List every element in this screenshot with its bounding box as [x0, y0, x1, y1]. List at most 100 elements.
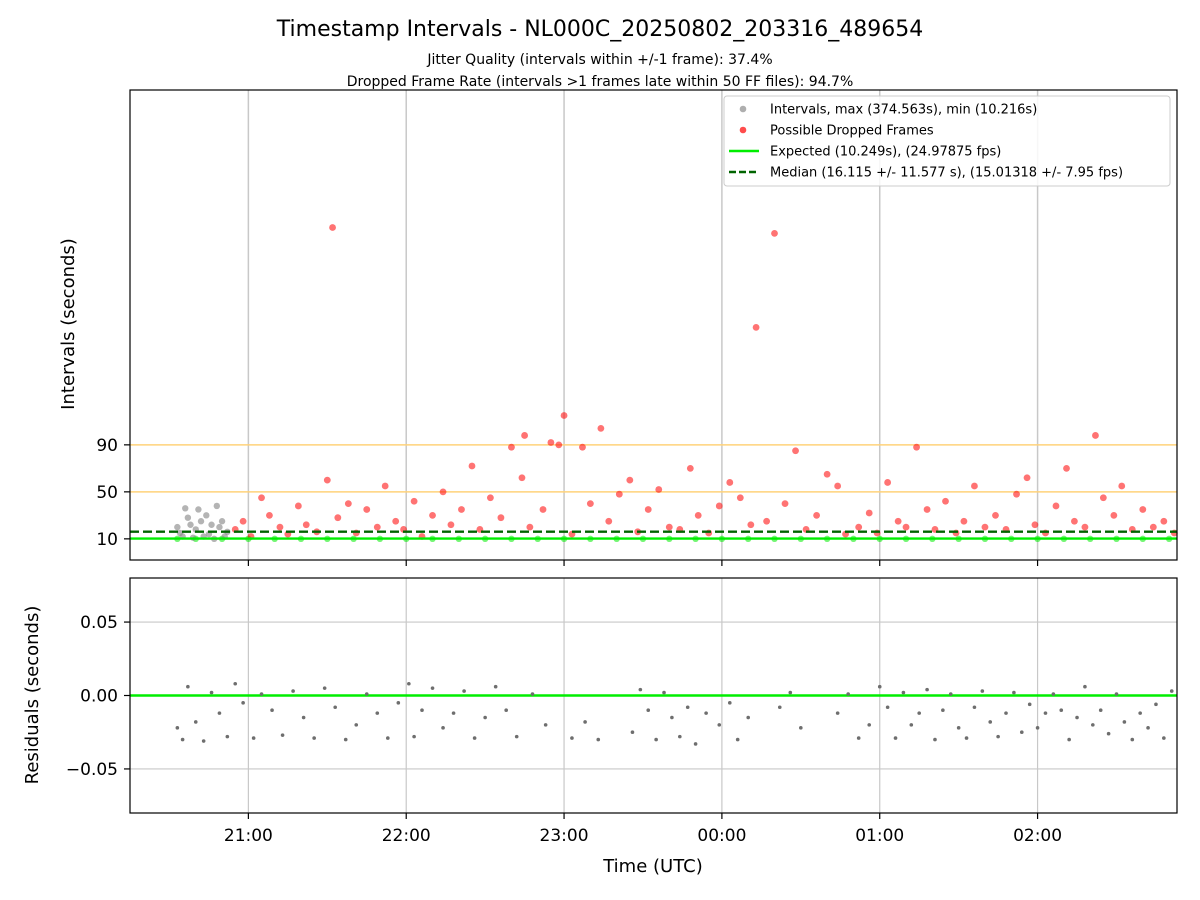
dropped-frame-point — [294, 502, 302, 510]
dropped-frame-point — [1013, 490, 1020, 498]
dropped-frame-point — [266, 511, 273, 519]
dropped-frame-point — [547, 439, 555, 446]
residual-point — [933, 737, 937, 742]
residual-point — [678, 734, 682, 739]
dropped-frame-point — [1160, 517, 1168, 525]
residual-point — [530, 692, 535, 696]
interval-point — [197, 518, 205, 525]
dropped-frame-point — [373, 523, 381, 531]
dropped-frame-point — [276, 523, 284, 531]
dropped-frame-point — [694, 511, 702, 519]
dropped-frame-point — [1052, 502, 1060, 510]
residual-point — [175, 726, 180, 730]
residual-point — [504, 708, 508, 712]
residual-point — [1162, 736, 1166, 740]
dropped-frame-point — [1118, 482, 1126, 490]
residual-point — [280, 733, 285, 737]
residual-point — [867, 723, 872, 727]
residual-point — [788, 690, 793, 695]
residual-point — [1004, 711, 1008, 715]
residual-point — [462, 689, 466, 693]
dropped-frame-point — [302, 521, 310, 529]
dropped-frame-point — [763, 517, 771, 525]
residual-point — [964, 736, 969, 740]
dropped-frame-point — [894, 517, 902, 525]
dropped-frame-point — [813, 511, 821, 519]
residual-point — [583, 720, 587, 724]
dropped-frame-point — [579, 443, 586, 451]
residual-point — [1012, 690, 1016, 695]
residual-point — [917, 711, 921, 715]
residuals-x-tick-label: 21:00 — [224, 826, 273, 846]
intervals-y-tick-label: 50 — [96, 483, 118, 503]
residual-point — [1169, 689, 1174, 693]
dropped-frame-point — [902, 523, 910, 531]
residual-point — [638, 687, 643, 692]
residual-point — [980, 689, 985, 693]
residual-point — [322, 686, 327, 690]
residual-point — [420, 708, 424, 712]
residual-point — [925, 687, 929, 692]
dropped-frame-point — [644, 506, 652, 513]
residual-point — [472, 736, 477, 740]
legend-label: Expected (10.249s), (24.97875 fps) — [770, 145, 1001, 160]
dropped-frame-point — [665, 523, 673, 531]
residual-point — [846, 692, 850, 696]
chart-subtitle-1: Jitter Quality (intervals within +/-1 fr… — [426, 52, 772, 68]
residual-point — [901, 690, 906, 695]
dropped-frame-point — [747, 521, 755, 529]
dropped-frame-point — [771, 229, 778, 237]
dropped-frame-point — [508, 443, 515, 451]
residual-point — [717, 723, 722, 727]
residual-point — [835, 711, 840, 715]
dropped-frame-point — [555, 441, 563, 449]
residual-point — [333, 705, 337, 710]
residual-point — [354, 723, 359, 727]
residual-point — [180, 737, 185, 742]
dropped-frame-point — [586, 500, 594, 507]
residual-point — [1106, 731, 1111, 736]
residual-point — [1043, 711, 1048, 715]
legend-label: Intervals, max (374.563s), min (10.216s) — [770, 103, 1037, 118]
residual-point — [493, 684, 498, 689]
residual-point — [1067, 737, 1071, 742]
residual-point — [1122, 720, 1127, 724]
residual-point — [1098, 708, 1103, 712]
residual-point — [412, 734, 416, 739]
dropped-frame-point — [923, 506, 931, 513]
residual-point — [948, 692, 953, 696]
dropped-frame-point — [410, 497, 418, 505]
dropped-frame-point — [792, 447, 799, 455]
residual-point — [735, 737, 740, 742]
dropped-frame-point — [615, 490, 623, 498]
dropped-frame-point — [855, 523, 863, 531]
residual-point — [1027, 702, 1032, 707]
dropped-frame-point — [1063, 464, 1070, 472]
dropped-frame-point — [429, 511, 436, 519]
residual-point — [407, 681, 411, 686]
dropped-frame-point — [1099, 494, 1107, 502]
residual-point — [1035, 726, 1040, 730]
dropped-frame-point — [1110, 511, 1118, 519]
residuals-y-tick-label: −0.05 — [66, 760, 118, 780]
dropped-frame-point — [726, 479, 734, 486]
dropped-frame-point — [942, 497, 949, 505]
residual-point — [956, 726, 961, 730]
dropped-frame-point — [736, 494, 744, 502]
legend-label: Possible Dropped Frames — [770, 124, 934, 139]
dropped-frame-point — [781, 500, 789, 507]
dropped-frame-point — [981, 523, 989, 531]
residual-point — [301, 715, 306, 720]
residual-point — [386, 736, 390, 740]
residual-point — [996, 734, 1000, 739]
chart-title: Timestamp Intervals - NL000C_20250802_20… — [276, 17, 923, 42]
residual-point — [670, 715, 674, 720]
dropped-frame-point — [258, 494, 265, 502]
residual-point — [1083, 684, 1087, 689]
residual-point — [1075, 715, 1079, 720]
interval-point — [203, 512, 210, 519]
residuals-x-tick-label: 02:00 — [1013, 826, 1062, 846]
interval-point — [174, 523, 181, 531]
residual-point — [1114, 692, 1119, 696]
chart-subtitle-2: Dropped Frame Rate (intervals >1 frames … — [347, 74, 854, 90]
